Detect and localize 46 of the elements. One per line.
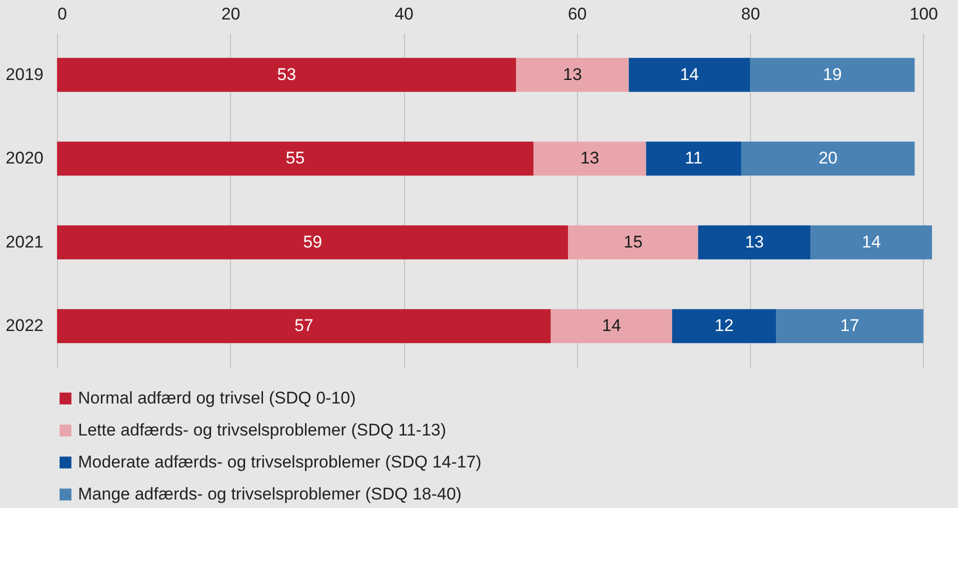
data-label: 53 bbox=[277, 64, 296, 84]
data-label: 14 bbox=[602, 316, 621, 336]
bar bbox=[57, 309, 551, 344]
legend-label: Moderate adfærds- og trivselsproblemer (SDQ 14-17) bbox=[78, 452, 482, 472]
y-tick-label: 2021 bbox=[6, 232, 44, 252]
data-label: 13 bbox=[580, 148, 600, 168]
data-label: 12 bbox=[714, 316, 734, 336]
bar bbox=[568, 225, 698, 260]
data-label: 11 bbox=[684, 148, 703, 168]
legend-label: Lette adfærds- og trivselsproblemer (SDQ 11-13) bbox=[78, 420, 446, 440]
bar bbox=[550, 309, 672, 344]
data-label: 55 bbox=[286, 148, 305, 168]
bar bbox=[57, 142, 534, 176]
x-tick-label: 40 bbox=[394, 4, 414, 24]
x-tick-label: 100 bbox=[910, 4, 938, 24]
bar bbox=[810, 225, 932, 260]
bar bbox=[698, 225, 811, 260]
y-tick-label: 2022 bbox=[6, 316, 44, 336]
data-label: 13 bbox=[744, 232, 764, 252]
data-label: 19 bbox=[822, 64, 842, 84]
bar bbox=[646, 142, 742, 176]
data-label: 57 bbox=[294, 316, 314, 336]
x-tick-label: 20 bbox=[221, 4, 240, 24]
data-label: 15 bbox=[624, 232, 643, 252]
y-tick-label: 2019 bbox=[6, 64, 44, 84]
data-label: 20 bbox=[818, 148, 838, 168]
bar bbox=[533, 142, 646, 176]
data-label: 14 bbox=[862, 232, 881, 252]
bar bbox=[776, 309, 924, 344]
data-label: 59 bbox=[303, 232, 322, 252]
y-tick-label: 2020 bbox=[6, 148, 44, 168]
x-tick-label: 0 bbox=[58, 4, 67, 24]
data-label: 17 bbox=[840, 316, 860, 336]
bar bbox=[741, 142, 915, 176]
legend-label: Mange adfærds- og trivselsproblemer (SDQ 18-40) bbox=[78, 484, 462, 504]
bar bbox=[57, 225, 568, 260]
bar bbox=[57, 58, 516, 92]
legend-label: Normal adfærd og trivsel (SDQ 0-10) bbox=[78, 388, 356, 408]
data-label: 14 bbox=[680, 64, 699, 84]
x-tick-label: 80 bbox=[741, 4, 760, 24]
x-tick-label: 60 bbox=[568, 4, 587, 24]
bar bbox=[516, 58, 629, 92]
data-label: 13 bbox=[563, 64, 582, 84]
bar bbox=[672, 309, 776, 344]
bar bbox=[750, 58, 915, 92]
bar bbox=[628, 58, 750, 92]
